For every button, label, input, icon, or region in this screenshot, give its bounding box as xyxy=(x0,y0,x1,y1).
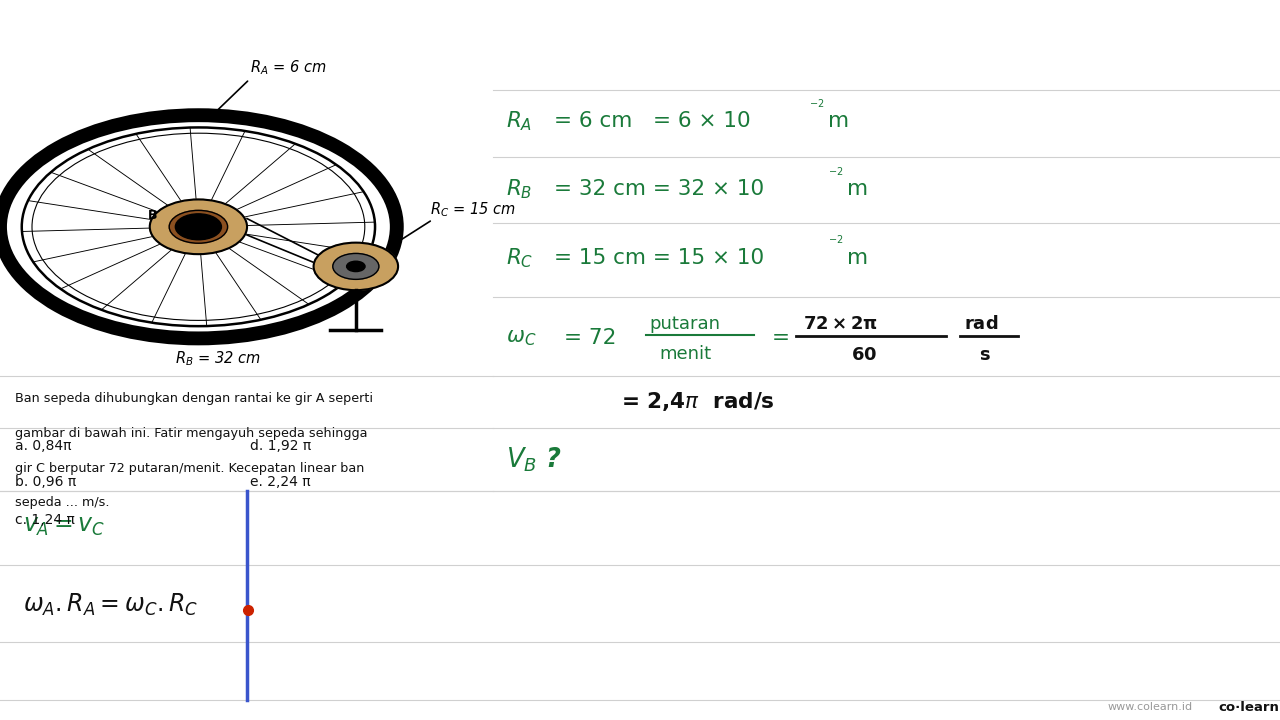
Text: gambar di bawah ini. Fatir mengayuh sepeda sehingga: gambar di bawah ini. Fatir mengayuh sepe… xyxy=(15,427,367,440)
Text: = 6 cm   = 6 × 10: = 6 cm = 6 × 10 xyxy=(554,111,751,131)
Text: = 2,4$\pi$  rad/s: = 2,4$\pi$ rad/s xyxy=(621,390,774,413)
Text: m: m xyxy=(847,179,869,199)
Text: $\mathbf{60}$: $\mathbf{60}$ xyxy=(851,346,877,364)
Text: $R_A$: $R_A$ xyxy=(506,109,531,132)
Text: gir C berputar 72 putaran/menit. Kecepatan linear ban: gir C berputar 72 putaran/menit. Kecepat… xyxy=(15,462,365,474)
Text: $R_C$: $R_C$ xyxy=(506,246,532,269)
Text: $^{-2}$: $^{-2}$ xyxy=(828,235,844,249)
Text: $\mathbf{72 \times 2\pi}$: $\mathbf{72 \times 2\pi}$ xyxy=(803,315,877,333)
Text: $\it{v_A = v_C}$: $\it{v_A = v_C}$ xyxy=(23,513,105,538)
Circle shape xyxy=(169,210,228,243)
Text: c. 1,24 π: c. 1,24 π xyxy=(15,513,76,526)
Text: $\mathbf{s}$: $\mathbf{s}$ xyxy=(979,346,991,364)
Text: $R_B$ = 32 cm: $R_B$ = 32 cm xyxy=(175,350,260,369)
Text: b. 0,96 π: b. 0,96 π xyxy=(15,475,77,489)
Text: menit: menit xyxy=(659,346,712,363)
Text: a. 0,84π: a. 0,84π xyxy=(15,439,72,453)
Text: $\omega_C$: $\omega_C$ xyxy=(506,328,536,348)
Text: $R_A$ = 6 cm: $R_A$ = 6 cm xyxy=(250,58,326,77)
Text: e. 2,24 π: e. 2,24 π xyxy=(250,475,310,489)
Text: $^{-2}$: $^{-2}$ xyxy=(809,98,824,112)
Text: A: A xyxy=(201,225,209,234)
Text: $\omega_A . R_A = \omega_C . R_C$: $\omega_A . R_A = \omega_C . R_C$ xyxy=(23,592,198,618)
Text: putaran: putaran xyxy=(649,315,719,333)
Text: B: B xyxy=(147,210,157,222)
Text: $V_B$ ?: $V_B$ ? xyxy=(506,445,562,474)
Text: = 72: = 72 xyxy=(564,328,617,348)
Circle shape xyxy=(314,243,398,290)
Circle shape xyxy=(333,253,379,279)
Text: m: m xyxy=(847,248,869,268)
Text: $\mathbf{rad}$: $\mathbf{rad}$ xyxy=(964,315,998,333)
Circle shape xyxy=(150,199,247,254)
Text: sepeda ... m/s.: sepeda ... m/s. xyxy=(15,496,110,509)
Text: Ban sepeda dihubungkan dengan rantai ke gir A seperti: Ban sepeda dihubungkan dengan rantai ke … xyxy=(15,392,374,405)
Text: co·learn: co·learn xyxy=(1219,701,1280,714)
Text: $^{-2}$: $^{-2}$ xyxy=(828,166,844,181)
Text: www.colearn.id: www.colearn.id xyxy=(1107,702,1193,712)
Text: $R_C$ = 15 cm: $R_C$ = 15 cm xyxy=(430,201,516,220)
Text: = 32 cm = 32 × 10: = 32 cm = 32 × 10 xyxy=(554,179,764,199)
Text: $R_B$: $R_B$ xyxy=(506,178,532,201)
Text: = 15 cm = 15 × 10: = 15 cm = 15 × 10 xyxy=(554,248,764,268)
Text: =: = xyxy=(772,328,790,348)
Text: m: m xyxy=(828,111,850,131)
Circle shape xyxy=(347,261,365,271)
Circle shape xyxy=(175,214,221,240)
Text: d. 1,92 π: d. 1,92 π xyxy=(250,439,311,453)
